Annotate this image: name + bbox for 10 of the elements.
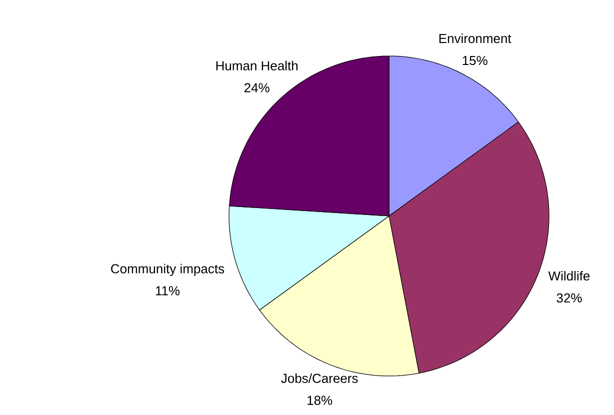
data-label: 15% — [462, 56, 488, 66]
data-label: 18% — [308, 396, 332, 405]
data-label: 11% — [156, 286, 180, 296]
data-label: 24% — [244, 83, 270, 92]
slice-label: Wildlife — [548, 271, 590, 281]
slice-label: Community impacts — [111, 264, 224, 276]
slice-label: Environment — [439, 34, 512, 44]
slice-label: Jobs/Careers — [281, 373, 358, 383]
slice-label: Human Health — [216, 60, 298, 70]
data-label: 32% — [556, 293, 582, 303]
